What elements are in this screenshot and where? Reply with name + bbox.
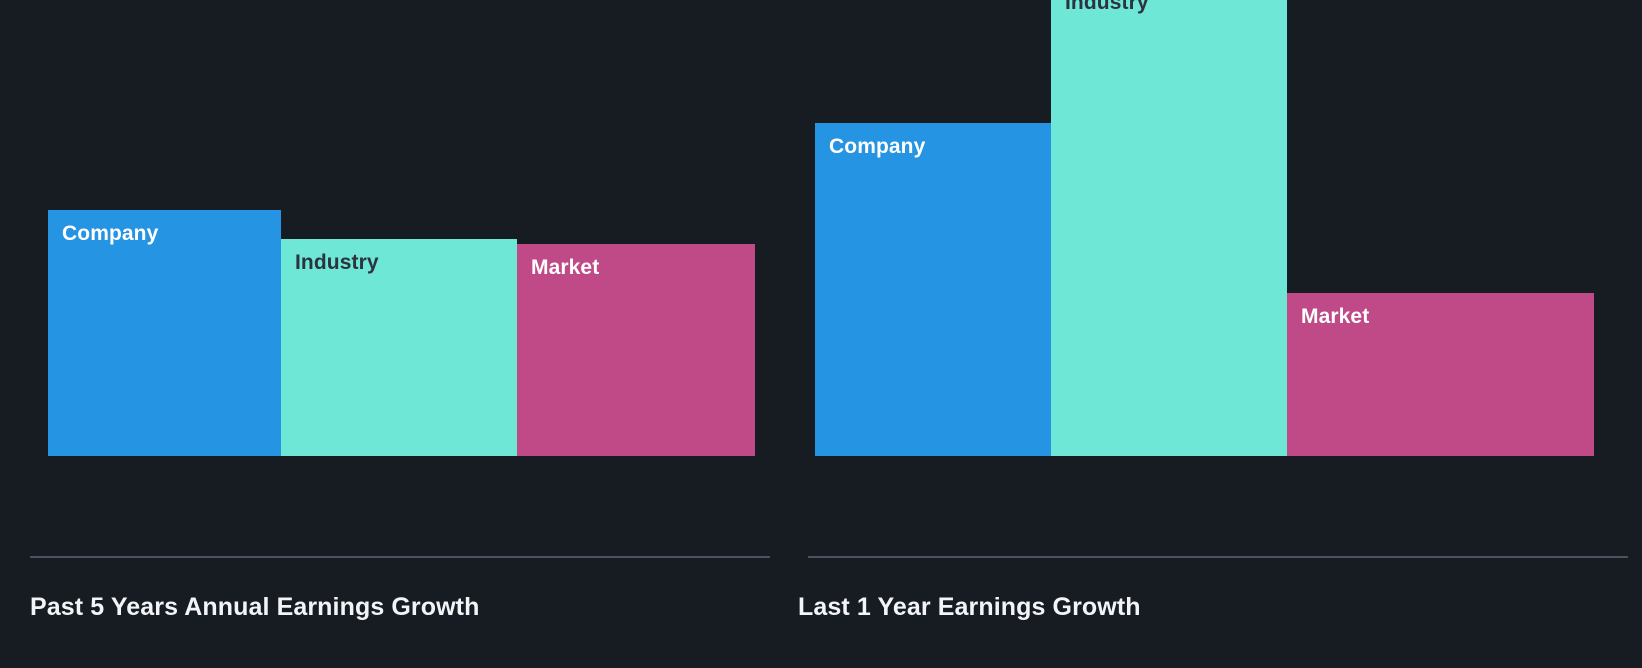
- bar-series-label-industry-left: Industry: [295, 251, 379, 274]
- x-axis-line-left: [30, 556, 770, 558]
- bar-industry-right[interactable]: Industry: [1051, 0, 1287, 456]
- plot-area-left: 15.6% Company 13.9% Industry 13.6% Marke…: [0, 0, 790, 568]
- bar-series-label-company-left: Company: [62, 222, 159, 245]
- bar-industry-left[interactable]: Industry: [281, 239, 517, 456]
- chart-past-5-years-annual-earnings-growth: 15.6% Company 13.9% Industry 13.6% Marke…: [0, 0, 790, 668]
- bar-market-left[interactable]: Market: [517, 244, 755, 456]
- plot-area-right: 21.3% Company 30.4% Industry 10.6% Marke…: [790, 0, 1642, 568]
- bar-market-right[interactable]: Market: [1287, 293, 1594, 456]
- chart-title-right: Last 1 Year Earnings Growth: [798, 593, 1141, 621]
- bar-series-label-market-left: Market: [531, 256, 600, 279]
- chart-title-left: Past 5 Years Annual Earnings Growth: [30, 593, 480, 621]
- bar-company-left[interactable]: Company: [48, 210, 281, 456]
- bar-company-right[interactable]: Company: [815, 123, 1051, 456]
- x-axis-line-right: [808, 556, 1628, 558]
- bar-series-label-company-right: Company: [829, 135, 926, 158]
- bar-series-label-industry-right: Industry: [1065, 0, 1149, 14]
- chart-last-1-year-earnings-growth: 21.3% Company 30.4% Industry 10.6% Marke…: [790, 0, 1642, 668]
- bar-series-label-market-right: Market: [1301, 305, 1370, 328]
